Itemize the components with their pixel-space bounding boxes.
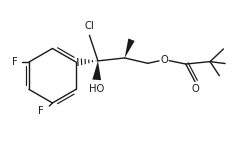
Text: F: F xyxy=(12,57,18,67)
Text: HO: HO xyxy=(89,84,104,94)
Polygon shape xyxy=(125,39,135,58)
Text: Cl: Cl xyxy=(85,21,94,31)
Polygon shape xyxy=(92,61,101,80)
Text: O: O xyxy=(160,55,168,65)
Text: O: O xyxy=(192,84,199,94)
Text: F: F xyxy=(38,107,44,117)
